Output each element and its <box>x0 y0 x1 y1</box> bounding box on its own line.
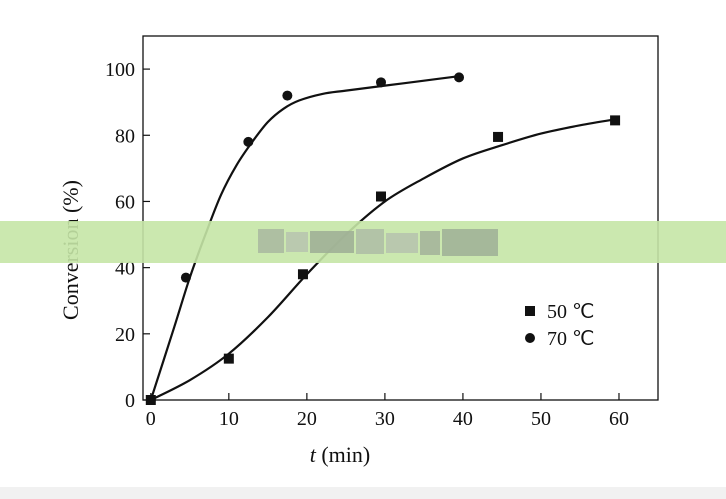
x-tick-label: 40 <box>453 408 473 430</box>
x-tick-label: 10 <box>219 408 239 430</box>
x-tick-label: 20 <box>297 408 317 430</box>
y-tick-label: 40 <box>115 258 135 280</box>
y-tick-label: 60 <box>115 191 135 213</box>
data-point-series-1 <box>493 131 504 142</box>
x-tick-label: 30 <box>375 408 395 430</box>
data-point-series-2 <box>375 77 386 88</box>
x-axis-label-variable: t <box>310 442 317 467</box>
legend-label-series-2: 70 ℃ <box>547 328 594 350</box>
y-tick-label: 100 <box>105 59 135 81</box>
fit-curve-series-2 <box>149 74 464 401</box>
data-point-series-1 <box>610 115 621 126</box>
legend: 50 ℃ 70 ℃ <box>525 301 594 350</box>
x-tick-label: 0 <box>146 408 156 430</box>
legend-label-series-1: 50 ℃ <box>547 301 594 323</box>
data-markers <box>145 72 621 405</box>
y-tick-label: 80 <box>115 125 135 147</box>
y-tick-label: 0 <box>125 390 135 412</box>
axis-ticks: 0 10 20 30 40 50 60 0 20 40 60 80 100 <box>105 59 629 430</box>
data-point-series-2 <box>180 272 191 283</box>
data-point-series-2 <box>243 136 254 147</box>
data-point-series-2 <box>282 90 293 101</box>
data-point-series-2 <box>145 395 156 405</box>
bottom-margin <box>0 487 726 499</box>
data-point-series-1 <box>297 269 308 280</box>
data-point-series-1 <box>375 191 386 202</box>
legend-marker-series-1 <box>525 306 535 316</box>
x-axis-label: t (min) <box>310 442 371 467</box>
x-axis-label-unit: (min) <box>316 442 370 467</box>
x-tick-label: 60 <box>609 408 629 430</box>
data-point-series-2 <box>454 72 465 83</box>
x-tick-label: 50 <box>531 408 551 430</box>
blurred-text-patch <box>258 229 498 256</box>
y-tick-label: 20 <box>115 324 135 346</box>
plot-area <box>142 35 659 401</box>
legend-marker-series-2 <box>525 333 535 343</box>
data-point-series-1 <box>223 353 234 364</box>
